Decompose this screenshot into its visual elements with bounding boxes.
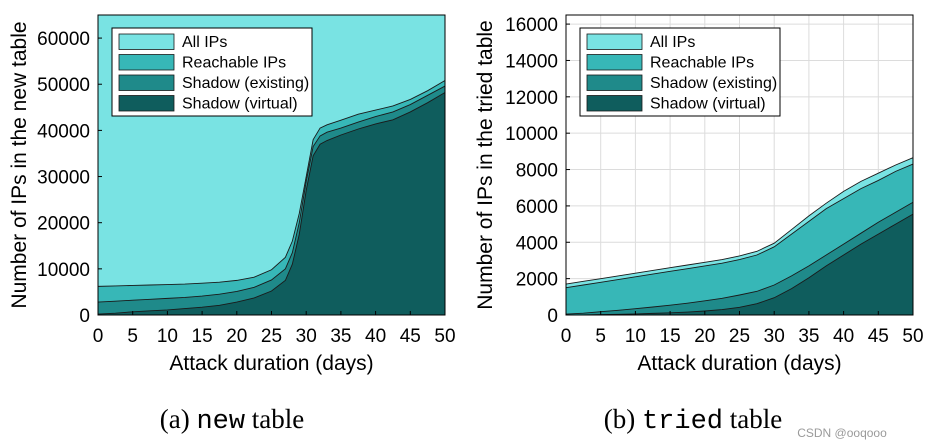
caption-b: (b) tried table: [604, 404, 782, 437]
y-tick-label: 40000: [37, 121, 90, 142]
legend-label: Reachable IPs: [182, 55, 286, 72]
y-tick-label: 50000: [37, 75, 90, 96]
series-line: [565, 163, 914, 289]
legend-label: Shadow (virtual): [182, 96, 298, 113]
y-tick-label: 14000: [505, 51, 558, 72]
area-shadow-virtual: [98, 92, 445, 316]
y-tick-label: 20000: [37, 214, 90, 235]
series-line: [97, 92, 446, 315]
y-tick-label: 10000: [37, 260, 90, 281]
y-tick-label: 30000: [37, 168, 90, 189]
x-tick-label: 20: [694, 326, 715, 347]
x-axis-label: Attack duration (days): [637, 352, 841, 375]
x-tick-label: 15: [192, 326, 213, 347]
x-tick-label: 50: [434, 326, 455, 347]
legend: All IPs Reachable IPs Shadow (existing) Sha…: [579, 27, 781, 117]
legend-label: Reachable IPs: [650, 55, 754, 72]
x-tick-label: 5: [595, 326, 606, 347]
y-tick-label: 0: [79, 306, 90, 327]
x-tick-label: 15: [660, 326, 681, 347]
legend-swatch: [118, 54, 175, 71]
legend-label: Shadow (existing): [650, 75, 777, 92]
x-tick-label: 25: [261, 326, 282, 347]
x-tick-label: 30: [764, 326, 785, 347]
legend-swatch: [586, 54, 643, 71]
y-axis-label: Number of IPs in the tried table: [474, 20, 497, 309]
x-tick-label: 50: [902, 326, 923, 347]
x-tick-label: 10: [625, 326, 646, 347]
y-tick-label: 60000: [37, 29, 90, 50]
legend-swatch: [586, 33, 643, 50]
y-tick-label: 12000: [505, 88, 558, 109]
x-tick-label: 0: [93, 326, 104, 347]
legend-swatch: [586, 74, 643, 91]
x-tick-label: 25: [729, 326, 750, 347]
legend-label: Shadow (existing): [182, 75, 309, 92]
y-tick-label: 8000: [516, 161, 558, 182]
x-tick-label: 40: [365, 326, 386, 347]
series-line: [566, 213, 914, 316]
y-tick-label: 4000: [516, 233, 558, 254]
series-line: [565, 201, 914, 315]
x-tick-label: 0: [561, 326, 572, 347]
y-tick-label: 2000: [516, 270, 558, 291]
y-tick-label: 16000: [505, 15, 558, 36]
y-tick-label: 6000: [516, 197, 558, 218]
legend-label: All IPs: [650, 34, 695, 51]
legend-swatch: [118, 33, 175, 50]
legend-label: All IPs: [182, 34, 227, 51]
legend-swatch: [118, 95, 175, 112]
y-axis-label: Number of IPs in the new table: [8, 21, 31, 308]
series-line: [97, 80, 446, 287]
area-shadow-virtual: [566, 214, 913, 315]
x-axis-label: Attack duration (days): [169, 352, 373, 375]
series-line: [565, 157, 914, 285]
x-tick-label: 35: [330, 326, 351, 347]
legend: All IPs Reachable IPs Shadow (existing) Sha…: [111, 27, 313, 117]
legend-swatch: [118, 74, 175, 91]
x-tick-label: 40: [833, 326, 854, 347]
chart-tried-table: 0 5 10 15 20 25 30 35 40 45 50 0 2000 4000 6000 8000 100…: [474, 14, 924, 375]
x-tick-label: 5: [127, 326, 138, 347]
watermark: CSDN @ooqooo: [797, 426, 887, 440]
chart-new-table: 0 5 10 15 20 25 30 35 40 45 50 0 10000 20000 30000 4000…: [8, 14, 456, 375]
y-tick-label: 10000: [505, 124, 558, 145]
x-tick-label: 10: [157, 326, 178, 347]
x-tick-label: 45: [400, 326, 421, 347]
legend-swatch: [586, 95, 643, 112]
x-tick-label: 35: [798, 326, 819, 347]
series-line: [97, 85, 446, 303]
x-tick-label: 45: [868, 326, 889, 347]
legend-label: Shadow (virtual): [650, 96, 766, 113]
y-tick-label: 0: [547, 306, 558, 327]
x-tick-label: 20: [226, 326, 247, 347]
caption-a: (a) new table: [160, 404, 305, 437]
x-tick-label: 30: [296, 326, 317, 347]
